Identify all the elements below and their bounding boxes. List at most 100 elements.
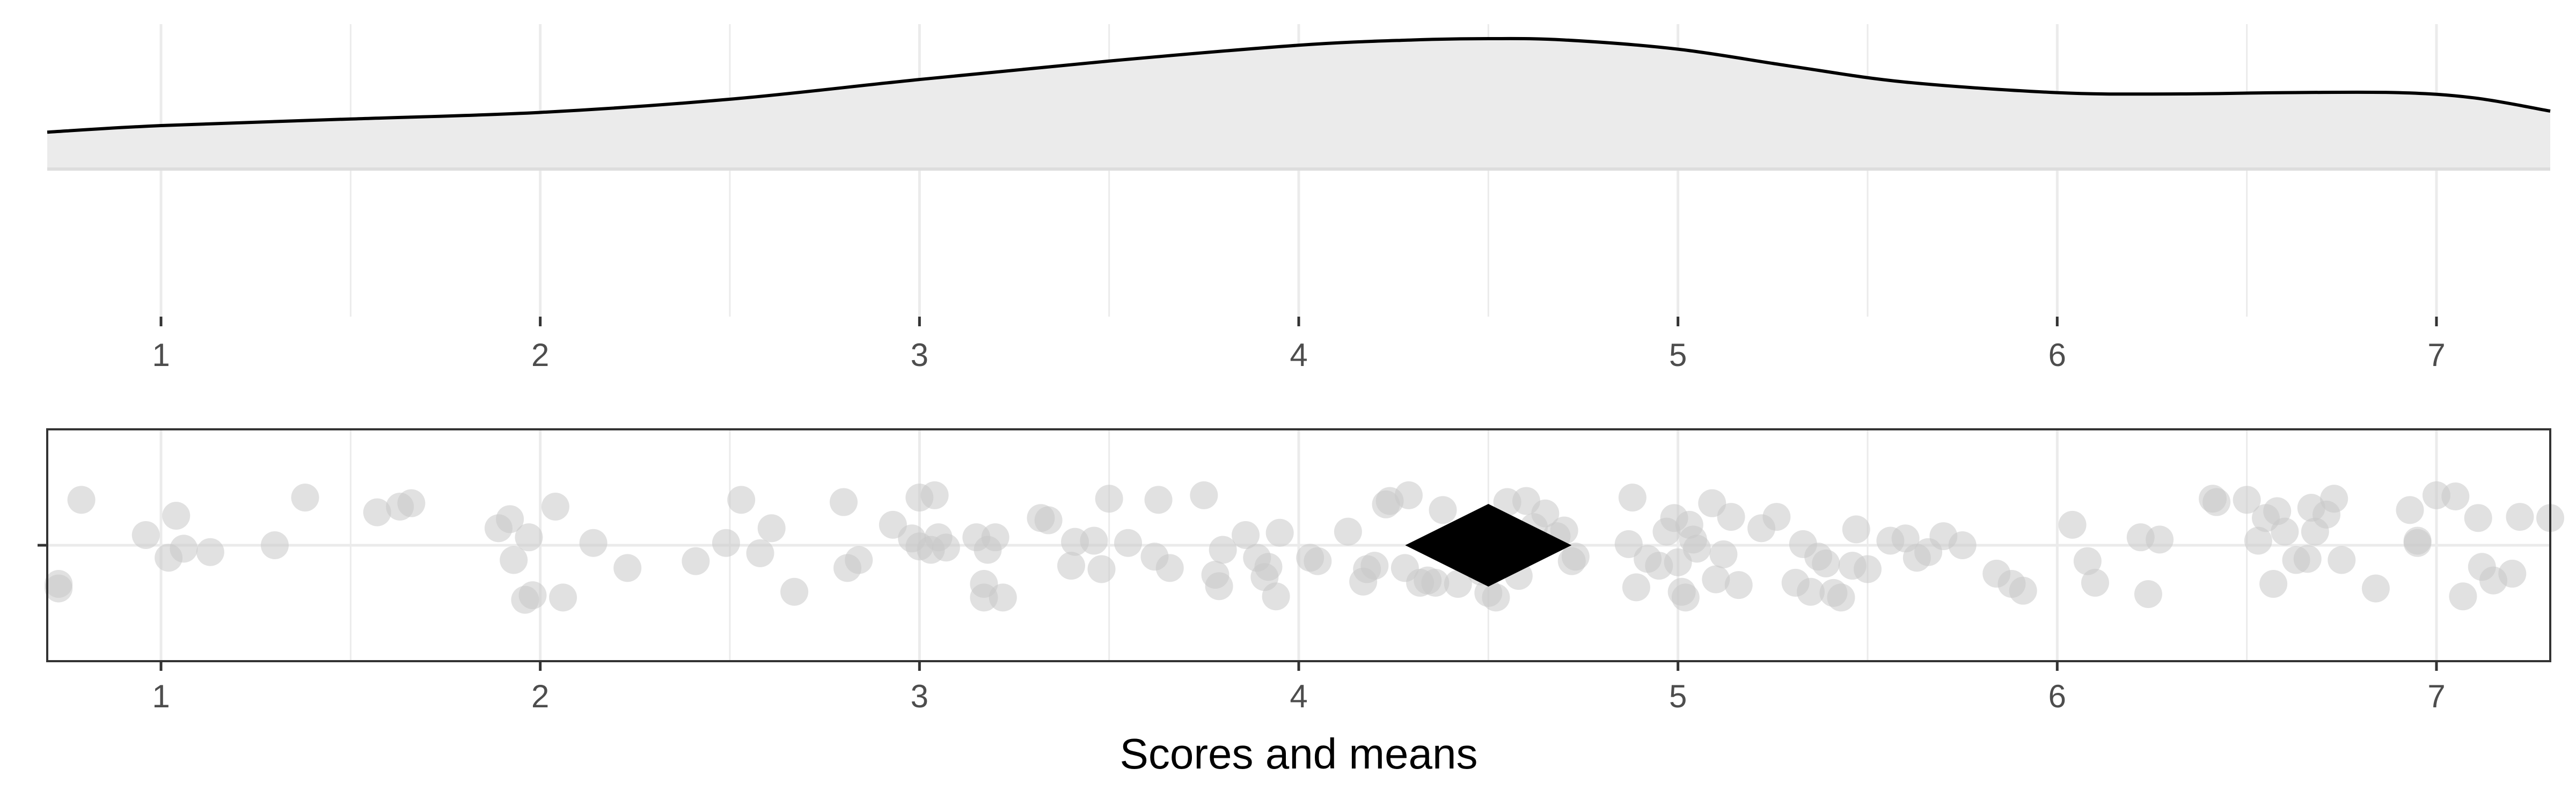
data-point (1304, 547, 1332, 575)
data-point (2259, 569, 2288, 598)
data-point (932, 533, 960, 562)
data-point (1114, 529, 1142, 557)
data-point (2498, 559, 2527, 588)
data-point (1482, 583, 1510, 612)
data-point (1334, 517, 1362, 546)
x-tick-label: 1 (152, 678, 170, 714)
data-point (1232, 521, 1260, 549)
x-tick-label: 7 (2427, 337, 2445, 373)
data-point (746, 539, 774, 567)
data-point (1265, 518, 1294, 547)
data-point (989, 583, 1017, 612)
data-point (1614, 530, 1643, 558)
data-point (2134, 580, 2162, 609)
x-axis-title: Scores and means (1119, 730, 1477, 778)
density-x-axis: 1 2 3 4 5 6 7 (152, 317, 2446, 373)
data-point (579, 529, 608, 557)
data-point (1095, 485, 1123, 513)
x-tick-label: 2 (531, 337, 549, 373)
data-point (1622, 573, 1650, 602)
data-point (2202, 488, 2231, 516)
data-point (757, 514, 786, 543)
data-point (397, 489, 426, 517)
data-point (1671, 583, 1700, 612)
mean-diamond-marker (1405, 504, 1572, 587)
data-point (1209, 536, 1237, 564)
data-point (1205, 572, 1233, 601)
data-point (131, 521, 160, 549)
data-point (1394, 481, 1423, 509)
data-point (1190, 481, 1218, 509)
data-point (1812, 549, 1840, 577)
data-point (845, 546, 873, 574)
x-tick-label: 5 (1669, 337, 1687, 373)
data-point (500, 546, 528, 574)
data-point (1717, 503, 1745, 531)
data-point (780, 577, 809, 606)
data-point (2506, 503, 2534, 531)
data-point (613, 554, 642, 582)
data-point (1724, 571, 1753, 599)
data-point (170, 535, 198, 563)
data-point (1444, 569, 1472, 598)
data-point (727, 486, 756, 514)
data-point (2464, 504, 2492, 532)
data-point (1155, 554, 1184, 582)
data-point (1034, 506, 1063, 535)
data-point (2293, 545, 2322, 573)
data-point (1709, 540, 1738, 568)
points-panel: 1 2 3 4 5 6 7 (38, 428, 2564, 714)
data-point (1702, 565, 1730, 594)
data-point (541, 493, 569, 521)
points-x-axis: 1 2 3 4 5 6 7 (152, 661, 2446, 714)
data-point (1618, 484, 1646, 512)
data-point (2396, 496, 2424, 524)
data-point (261, 531, 289, 559)
data-point (920, 481, 949, 509)
data-point (1254, 553, 1283, 581)
data-point (2233, 486, 2261, 514)
data-point (162, 501, 191, 530)
data-point (1057, 552, 1085, 580)
data-point (549, 583, 577, 612)
data-point (981, 523, 1009, 552)
data-point (291, 484, 319, 512)
data-point (1262, 582, 1290, 611)
x-tick-label: 3 (911, 678, 928, 714)
data-point (45, 574, 73, 603)
data-point (2073, 547, 2102, 575)
data-point (515, 523, 543, 552)
data-point (1948, 531, 1977, 559)
data-point (682, 547, 710, 575)
data-point (2403, 529, 2432, 557)
density-curve (47, 36, 2551, 134)
data-point (496, 505, 524, 533)
data-point (67, 486, 96, 514)
data-points (45, 481, 2564, 614)
data-point (2328, 546, 2356, 574)
data-point (1531, 499, 1560, 528)
data-point (1087, 555, 1116, 583)
data-point (2081, 568, 2109, 597)
x-tick-label: 6 (2048, 678, 2066, 714)
data-point (1561, 543, 1590, 571)
data-point (2441, 482, 2470, 510)
x-tick-label: 7 (2427, 678, 2445, 714)
x-tick-label: 4 (1290, 678, 1307, 714)
data-point (1144, 486, 1173, 514)
x-tick-label: 1 (152, 337, 170, 373)
data-point (1421, 568, 1450, 597)
data-point (1683, 535, 1711, 563)
x-tick-label: 4 (1290, 337, 1307, 373)
x-tick-label: 3 (911, 337, 928, 373)
data-point (2361, 574, 2390, 603)
data-point (2244, 526, 2272, 555)
data-point (2009, 576, 2037, 605)
data-point (2058, 510, 2087, 539)
data-point (363, 498, 391, 526)
x-tick-label: 2 (531, 678, 549, 714)
x-tick-label: 5 (1669, 678, 1687, 714)
data-point (1842, 515, 1870, 544)
data-point (1360, 552, 1389, 580)
